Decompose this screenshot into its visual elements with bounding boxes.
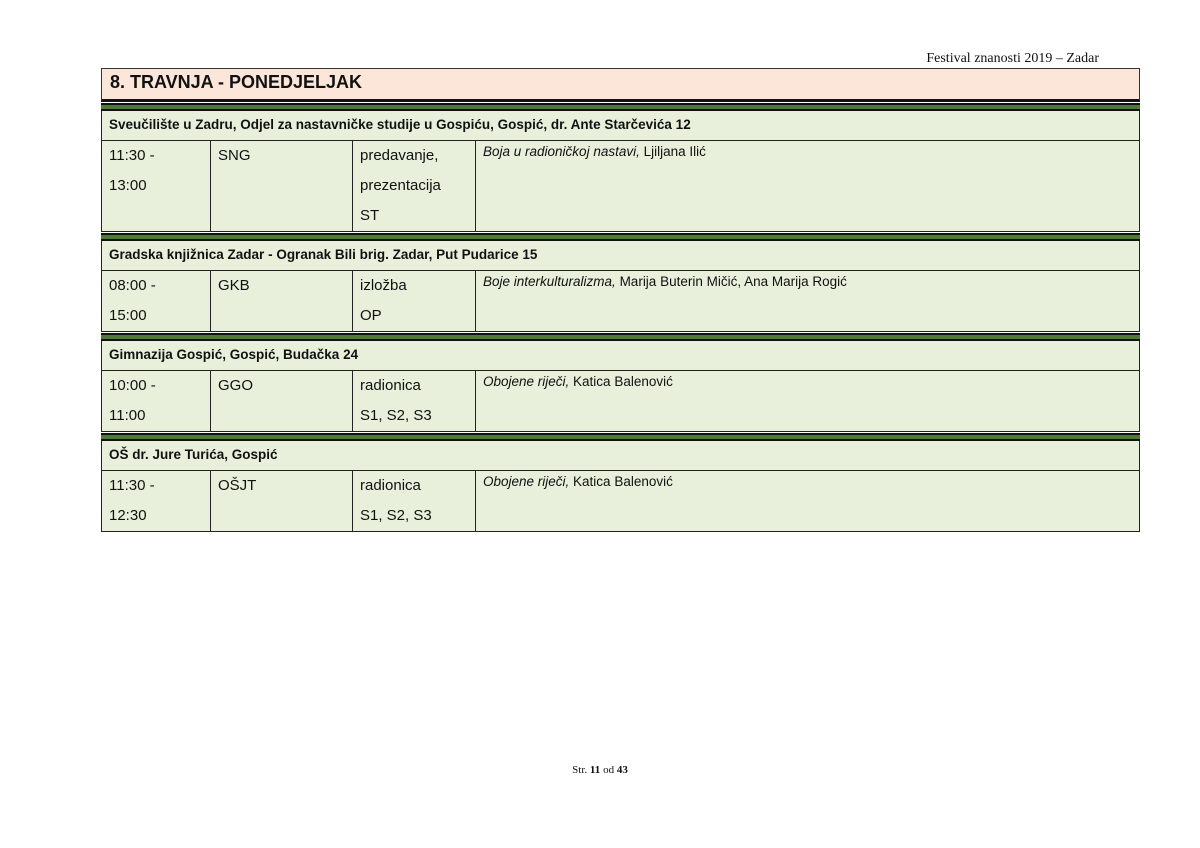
- type-cell: izložba OP: [353, 271, 476, 331]
- page-header: Festival znanosti 2019 – Zadar: [926, 51, 1099, 66]
- page-number: 11: [589, 764, 601, 776]
- venue-row: Sveučilište u Zadru, Odjel za nastavničk…: [101, 111, 1140, 141]
- code-cell: GGO: [211, 371, 353, 431]
- table-row: 08:00 -15:00 GKB izložba OP Boje interkul…: [101, 271, 1140, 332]
- time-cell: 11:30 -13:00: [102, 141, 211, 231]
- section-divider: [101, 233, 1140, 241]
- type-cell: radionica S1, S2, S3: [353, 471, 476, 531]
- time-cell: 10:00 -11:00: [102, 371, 211, 431]
- page-total: 43: [616, 764, 628, 776]
- table-row: 11:30 -12:30 OŠJT radionica S1, S2, S3 Ob…: [101, 471, 1140, 532]
- section-divider: [101, 103, 1140, 111]
- page-footer: Str. 11 od 43: [572, 764, 628, 776]
- venue-row: Gimnazija Gospić, Gospić, Budačka 24: [101, 341, 1140, 371]
- schedule-table: 8. TRAVNJA - PONEDJELJAK Sveučilište u Z…: [101, 68, 1140, 532]
- venue-row: Gradska knjižnica Zadar - Ogranak Bili b…: [101, 241, 1140, 271]
- event-cell: Boje interkulturalizma, Marija Buterin M…: [483, 274, 847, 289]
- table-row: 10:00 -11:00 GGO radionica S1, S2, S3 Obo…: [101, 371, 1140, 432]
- code-cell: SNG: [211, 141, 353, 231]
- type-cell: radionica S1, S2, S3: [353, 371, 476, 431]
- section-divider: [101, 333, 1140, 341]
- venue-row: OŠ dr. Jure Turića, Gospić: [101, 441, 1140, 471]
- day-title: 8. TRAVNJA - PONEDJELJAK: [101, 68, 1140, 102]
- time-cell: 11:30 -12:30: [102, 471, 211, 531]
- event-cell: Boja u radioničkoj nastavi, Ljiljana Ili…: [483, 144, 706, 159]
- code-cell: GKB: [211, 271, 353, 331]
- table-row: 11:30 -13:00 SNG predavanje, prezentacija…: [101, 141, 1140, 232]
- event-cell: Obojene riječi, Katica Balenović: [483, 374, 673, 389]
- time-cell: 08:00 -15:00: [102, 271, 211, 331]
- section-divider: [101, 433, 1140, 441]
- type-cell: predavanje, prezentacija ST: [353, 141, 476, 231]
- code-cell: OŠJT: [211, 471, 353, 531]
- event-cell: Obojene riječi, Katica Balenović: [483, 474, 673, 489]
